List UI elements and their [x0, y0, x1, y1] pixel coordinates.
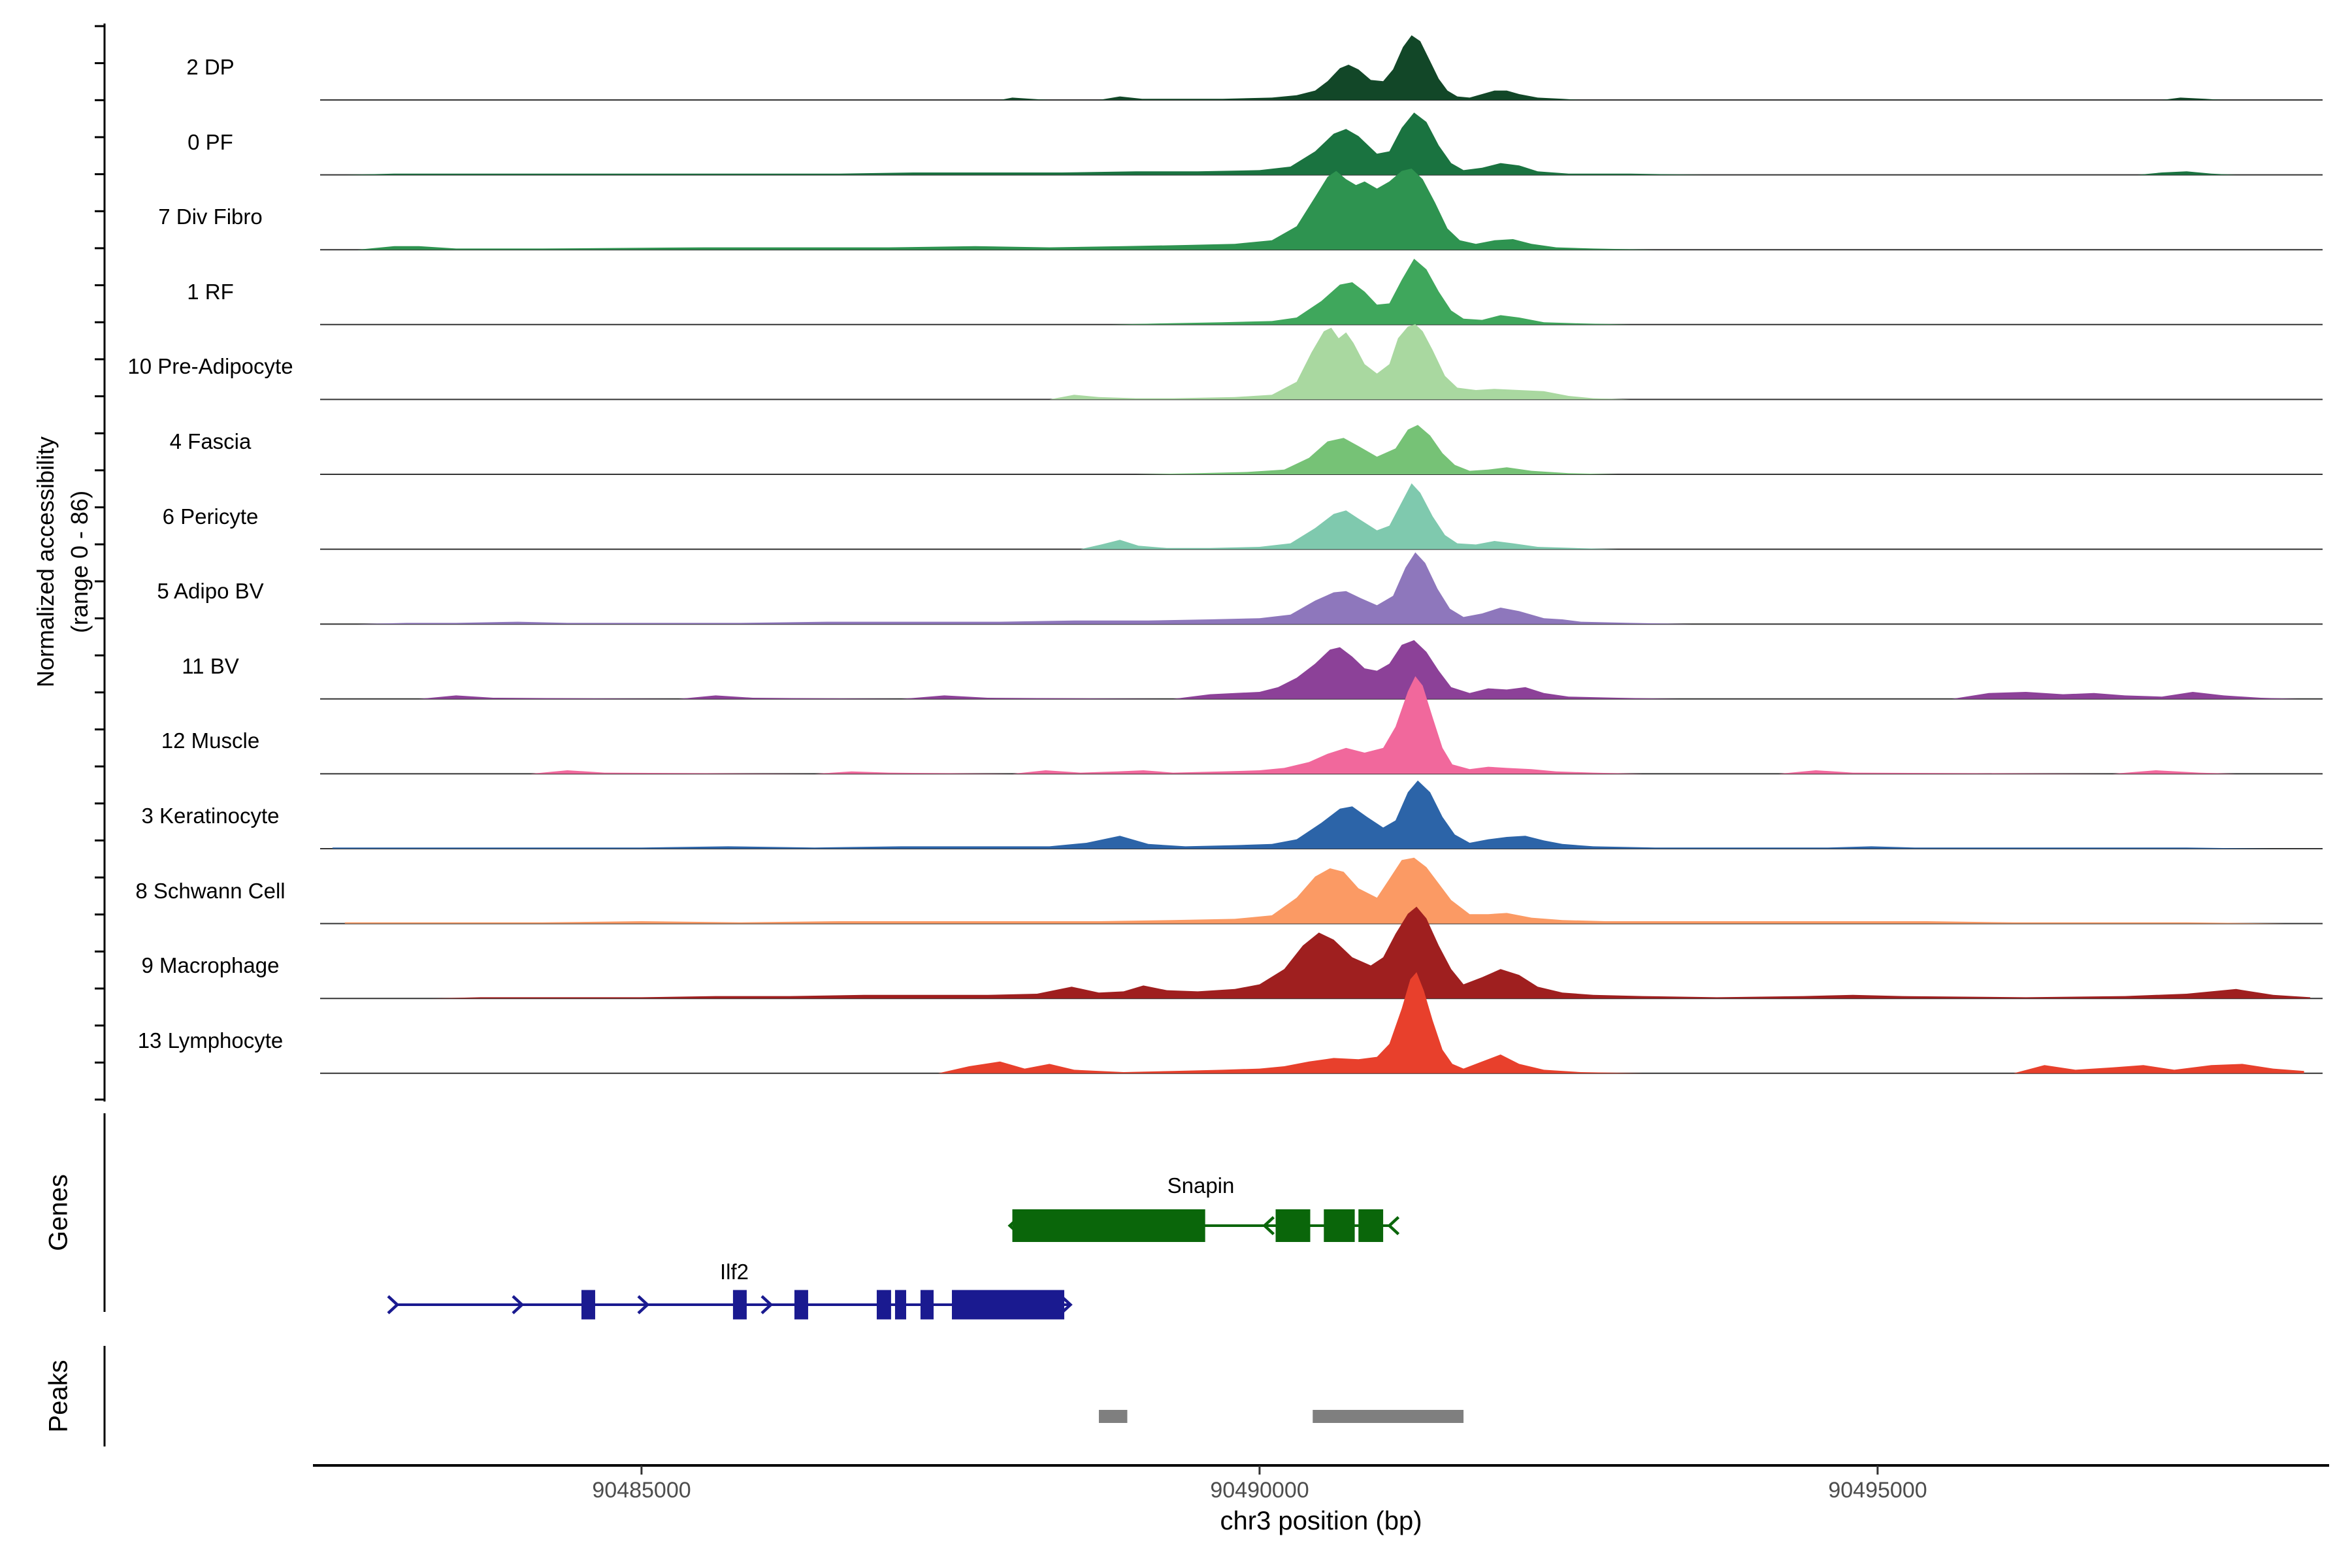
track-label-3-keratinocyte: 3 Keratinocyte — [141, 804, 280, 828]
track-signal-4 — [1049, 324, 1631, 400]
gene-exon-ilf2 — [951, 1290, 1064, 1320]
gene-strand-arrow — [637, 1295, 650, 1315]
gene-strand-arrow — [512, 1295, 525, 1315]
peak-interval — [1313, 1410, 1464, 1423]
track-signal-2 — [357, 169, 1656, 250]
track-signal-1 — [344, 112, 2236, 175]
track-label-0-pf: 0 PF — [188, 130, 233, 154]
track-signal-3 — [1111, 259, 1631, 325]
x-axis-title: chr3 position (bp) — [1220, 1507, 1422, 1535]
track-label-6-pericyte: 6 Pericyte — [162, 504, 259, 529]
track-label-7-div-fibro: 7 Div Fibro — [158, 204, 263, 229]
track-signal-10 — [332, 780, 2274, 849]
gene-strand-arrow — [1387, 1216, 1400, 1235]
track-label-13-lymphocyte: 13 Lymphocyte — [137, 1028, 284, 1053]
genes-section-label: Genes — [44, 1174, 73, 1251]
track-label-11-bv: 11 BV — [182, 654, 239, 678]
x-tick-label-90495000: 90495000 — [1828, 1478, 1927, 1503]
track-label-2-dp: 2 DP — [186, 55, 235, 79]
track-signal-11 — [344, 857, 2286, 924]
track-signal-9 — [530, 676, 2236, 774]
gene-exon-snapin — [1324, 1209, 1355, 1242]
gene-label-snapin: Snapin — [1167, 1173, 1235, 1198]
track-label-5-adipo-bv: 5 Adipo BV — [157, 579, 264, 603]
track-label-9-macrophage: 9 Macrophage — [141, 953, 280, 977]
gene-exon-ilf2 — [581, 1290, 595, 1320]
gene-strand-arrow — [387, 1295, 400, 1315]
track-signal-6 — [1080, 483, 1618, 549]
track-signal-8 — [419, 640, 2298, 699]
gene-exon-snapin — [1012, 1209, 1205, 1242]
gene-exon-ilf2 — [876, 1290, 891, 1320]
track-signal-5 — [1135, 425, 1618, 474]
track-signal-0 — [1000, 35, 2224, 100]
track-label-12-muscle: 12 Muscle — [161, 728, 260, 753]
gene-strand-arrow — [1262, 1216, 1275, 1235]
gene-exon-ilf2 — [732, 1290, 747, 1320]
y-axis-label-line1: Normalized accessibility — [32, 436, 59, 688]
x-tick-label-90485000: 90485000 — [592, 1478, 691, 1503]
track-label-8-schwann-cell: 8 Schwann Cell — [135, 879, 286, 903]
track-label-1-rf: 1 RF — [187, 280, 234, 304]
gene-exon-snapin — [1275, 1209, 1311, 1242]
track-label-4-fascia: 4 Fascia — [169, 429, 252, 453]
gene-strand-arrow — [760, 1295, 774, 1315]
gene-strand-arrow — [1060, 1295, 1073, 1315]
gene-exon-snapin — [1358, 1209, 1384, 1242]
track-signal-12 — [431, 906, 2311, 999]
gene-exon-ilf2 — [794, 1290, 808, 1320]
gene-label-ilf2: Ilf2 — [719, 1260, 749, 1284]
peak-interval — [1098, 1410, 1128, 1423]
track-signal-7 — [357, 552, 1693, 625]
peaks-section-label: Peaks — [44, 1360, 73, 1433]
x-tick-label-90490000: 90490000 — [1210, 1478, 1309, 1503]
gene-exon-ilf2 — [920, 1290, 934, 1320]
track-label-10-pre-adipocyte: 10 Pre-Adipocyte — [127, 354, 293, 378]
gene-exon-ilf2 — [894, 1290, 906, 1320]
